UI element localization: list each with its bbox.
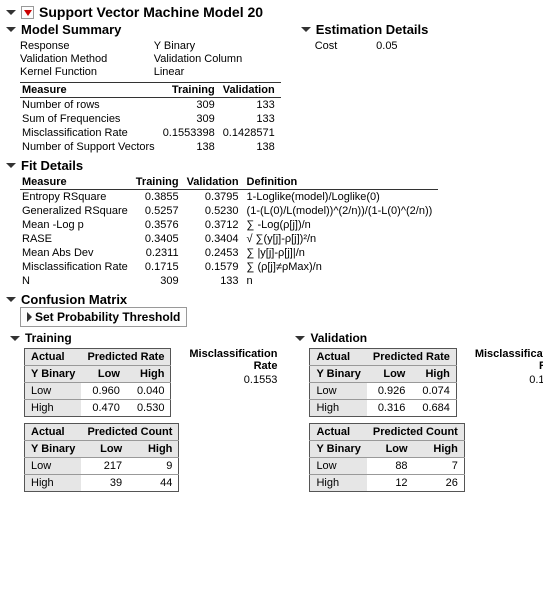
table-row: Misclassification Rate0.15533980.1428571 bbox=[20, 126, 281, 140]
disclosure-icon[interactable] bbox=[6, 297, 16, 302]
prob-threshold-label: Set Probability Threshold bbox=[35, 310, 180, 324]
valmethod-value: Validation Column bbox=[154, 53, 281, 65]
disclosure-icon[interactable] bbox=[10, 336, 20, 341]
col-validation: Validation bbox=[221, 83, 281, 98]
table-row: Generalized RSquare0.52570.5230(1-(L(0)/… bbox=[20, 204, 438, 218]
confusion-table: ActualPredicted Rate Y BinaryLowHigh Low… bbox=[309, 348, 456, 417]
table-row: Sum of Frequencies309133 bbox=[20, 112, 281, 126]
table-row: Misclassification Rate0.17150.1579∑ (ρ[j… bbox=[20, 260, 438, 274]
confusion-title: Confusion Matrix bbox=[21, 292, 127, 307]
confusion-training: Training ActualPredicted Rate Y BinaryLo… bbox=[10, 331, 277, 492]
training-misc-value: 0.1553 bbox=[244, 374, 278, 386]
table-row: Number of rows309133 bbox=[20, 98, 281, 113]
estimation-section: Estimation Details Cost 0.05 bbox=[301, 22, 429, 52]
validation-misc-rate: Misclassification Rate 0.1429 bbox=[475, 348, 543, 386]
cost-label: Cost bbox=[315, 40, 368, 52]
table-row: Mean -Log p0.35760.3712∑ -Log(ρ[j])/n bbox=[20, 218, 438, 232]
response-value: Y Binary bbox=[154, 40, 281, 52]
disclosure-right-icon bbox=[27, 312, 32, 322]
valmethod-label: Validation Method bbox=[20, 53, 146, 65]
table-row: Mean Abs Dev0.23110.2453∑ |y[j]-ρ[j]|/n bbox=[20, 246, 438, 260]
col-training: Training bbox=[161, 83, 221, 98]
kernel-label: Kernel Function bbox=[20, 66, 146, 78]
model-summary-section: Model Summary Response Y Binary Validati… bbox=[6, 22, 281, 154]
fit-details-table: Measure Training Validation Definition E… bbox=[20, 175, 438, 288]
col-definition: Definition bbox=[245, 175, 439, 190]
report-title: Support Vector Machine Model 20 bbox=[39, 4, 263, 20]
disclosure-icon[interactable] bbox=[301, 27, 311, 32]
col-validation: Validation bbox=[185, 175, 245, 190]
model-summary-title: Model Summary bbox=[21, 22, 121, 37]
response-label: Response bbox=[20, 40, 146, 52]
validation-misc-value: 0.1429 bbox=[529, 374, 543, 386]
model-summary-table: Measure Training Validation Number of ro… bbox=[20, 82, 281, 154]
report-header: Support Vector Machine Model 20 bbox=[6, 4, 537, 20]
cost-value: 0.05 bbox=[376, 40, 428, 52]
confusion-table: ActualPredicted Count Y BinaryLowHigh Lo… bbox=[24, 423, 179, 492]
disclosure-icon[interactable] bbox=[6, 163, 16, 168]
confusion-table: ActualPredicted Rate Y BinaryLowHigh Low… bbox=[24, 348, 171, 417]
col-measure: Measure bbox=[20, 175, 134, 190]
table-row: Entropy RSquare0.38550.37951-Loglike(mod… bbox=[20, 190, 438, 205]
confusion-table: ActualPredicted Count Y BinaryLowHigh Lo… bbox=[309, 423, 464, 492]
disclosure-icon[interactable] bbox=[6, 10, 16, 15]
set-probability-threshold-button[interactable]: Set Probability Threshold bbox=[20, 307, 187, 327]
validation-heading: Validation bbox=[310, 331, 367, 345]
estimation-title: Estimation Details bbox=[316, 22, 429, 37]
training-heading: Training bbox=[25, 331, 72, 345]
table-row: N309133n bbox=[20, 274, 438, 288]
table-row: Number of Support Vectors138138 bbox=[20, 140, 281, 154]
col-measure: Measure bbox=[20, 83, 161, 98]
training-misc-rate: Misclassification Rate 0.1553 bbox=[189, 348, 277, 386]
hotspot-menu-icon[interactable] bbox=[21, 6, 34, 19]
disclosure-icon[interactable] bbox=[6, 27, 16, 32]
fit-title: Fit Details bbox=[21, 158, 83, 173]
fit-details-section: Fit Details Measure Training Validation … bbox=[6, 158, 537, 288]
disclosure-icon[interactable] bbox=[295, 336, 305, 341]
confusion-validation: Validation ActualPredicted Rate Y Binary… bbox=[295, 331, 543, 492]
table-row: RASE0.34050.3404√ ∑(y[j]-ρ[j])²/n bbox=[20, 232, 438, 246]
kernel-value: Linear bbox=[154, 66, 281, 78]
confusion-matrix-section: Confusion Matrix Set Probability Thresho… bbox=[6, 292, 537, 492]
col-training: Training bbox=[134, 175, 185, 190]
